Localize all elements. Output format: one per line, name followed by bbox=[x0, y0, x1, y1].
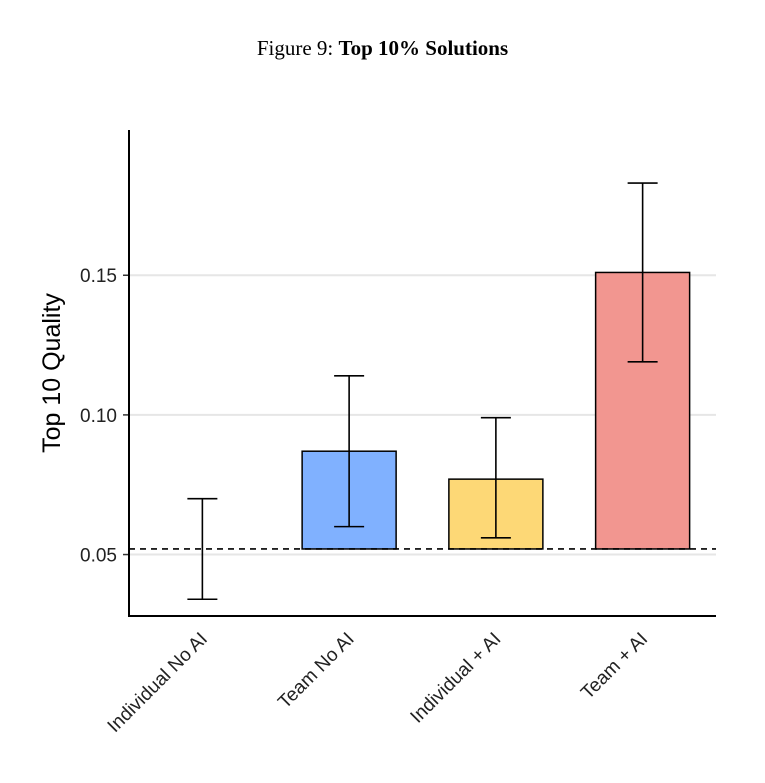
error-bars bbox=[187, 182, 658, 601]
x-tick-labels: Individual No AI Team No AI Individual + A… bbox=[104, 629, 652, 737]
y-tick-label: 0.15 bbox=[80, 266, 117, 287]
x-tick-label: Individual + AI bbox=[407, 629, 506, 728]
figure-number: Figure 9: bbox=[256, 36, 339, 60]
y-tick-label: 0.05 bbox=[80, 546, 117, 567]
y-axis-title: Top 10 Quality bbox=[38, 293, 66, 453]
x-tick-label: Individual No AI bbox=[104, 629, 212, 737]
figure-title: Top 10% Solutions bbox=[338, 36, 509, 60]
y-tick-labels: 0.05 0.10 0.15 bbox=[80, 266, 117, 566]
figure-caption: Figure 9: Top 10% Solutions bbox=[0, 36, 765, 61]
y-tick-label: 0.10 bbox=[80, 406, 117, 427]
x-tick-label: Team No AI bbox=[274, 629, 358, 713]
axes bbox=[128, 130, 716, 617]
x-tick-label: Team + AI bbox=[577, 629, 652, 704]
